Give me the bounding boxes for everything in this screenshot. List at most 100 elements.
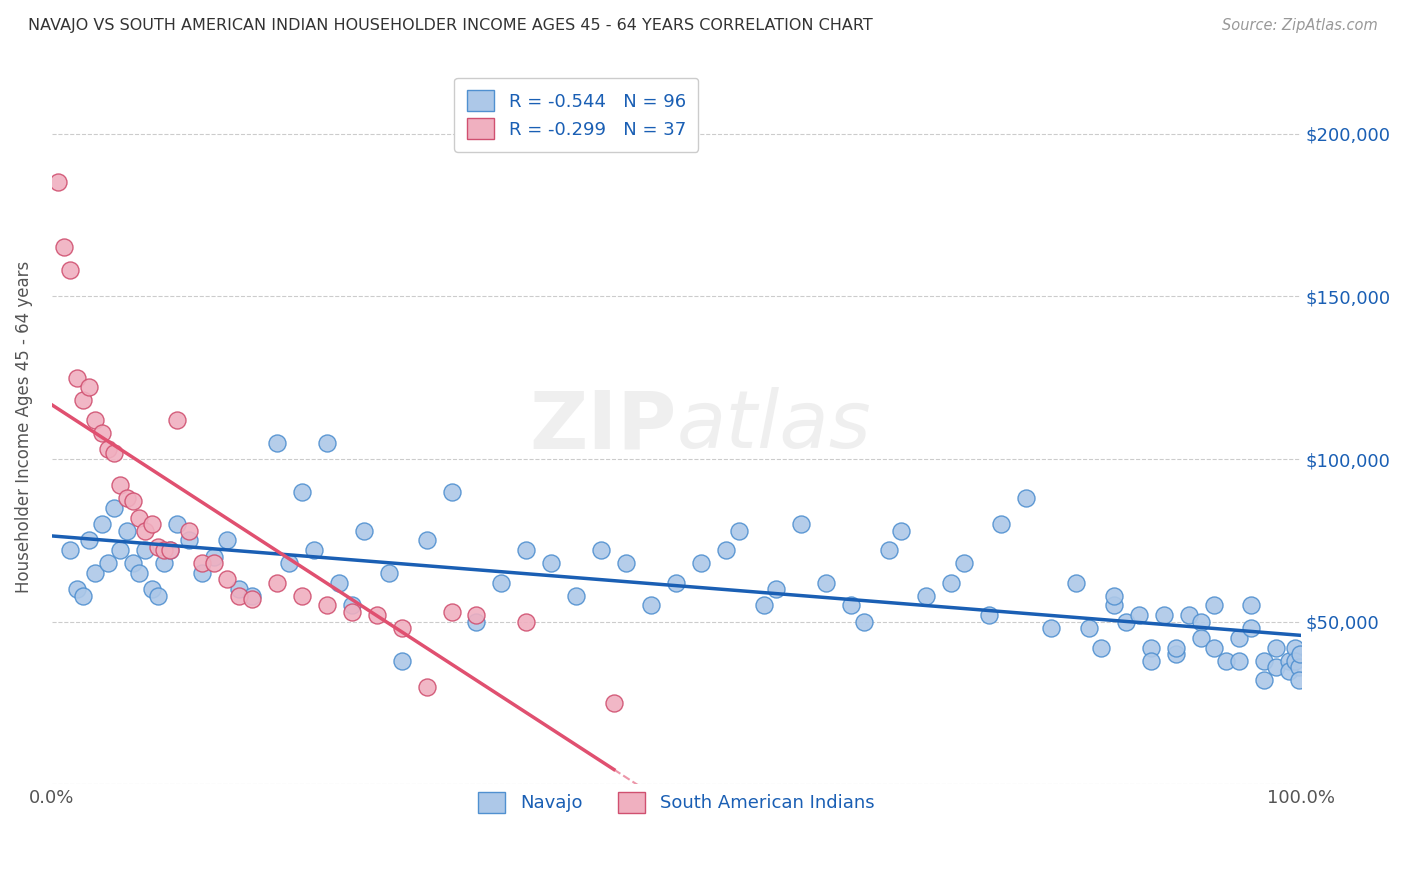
Point [1277,654,1299,668]
Point [765,582,787,597]
Point [941,575,963,590]
Point [952,556,974,570]
Point [228,582,250,597]
Point [128,566,150,580]
Point [340,599,363,613]
Point [1202,640,1225,655]
Text: ZIP: ZIP [529,387,676,466]
Point [415,533,437,548]
Point [1240,621,1263,635]
Point [1153,608,1175,623]
Point [291,589,314,603]
Point [1277,664,1299,678]
Point [1284,654,1306,668]
Point [353,524,375,538]
Point [240,591,263,606]
Point [146,589,169,603]
Point [915,589,938,603]
Point [1128,608,1150,623]
Point [72,393,94,408]
Point [66,370,89,384]
Point [752,599,775,613]
Point [990,517,1012,532]
Point [240,589,263,603]
Point [97,442,120,457]
Point [1077,621,1099,635]
Text: atlas: atlas [676,387,872,466]
Point [90,517,112,532]
Point [166,517,188,532]
Point [90,425,112,440]
Point [134,543,156,558]
Y-axis label: Householder Income Ages 45 - 64 years: Householder Income Ages 45 - 64 years [15,260,32,592]
Point [640,599,662,613]
Point [291,484,314,499]
Point [266,575,288,590]
Point [1215,654,1237,668]
Legend: Navajo, South American Indians: Navajo, South American Indians [465,780,887,825]
Point [190,566,212,580]
Point [1227,654,1250,668]
Point [103,500,125,515]
Point [146,540,169,554]
Point [115,491,138,505]
Point [1140,654,1163,668]
Point [97,556,120,570]
Point [1227,631,1250,645]
Point [565,589,588,603]
Point [790,517,813,532]
Point [278,556,301,570]
Point [215,533,238,548]
Point [66,582,89,597]
Point [153,543,176,558]
Point [1015,491,1038,505]
Point [852,615,875,629]
Point [179,524,201,538]
Point [440,605,463,619]
Point [110,543,132,558]
Point [340,605,363,619]
Point [84,566,107,580]
Point [1253,654,1275,668]
Point [141,582,163,597]
Point [1115,615,1137,629]
Point [665,575,688,590]
Point [215,573,238,587]
Point [491,575,513,590]
Point [202,556,225,570]
Point [603,696,626,710]
Point [328,575,350,590]
Point [1140,640,1163,655]
Point [716,543,738,558]
Point [159,543,181,558]
Point [84,413,107,427]
Point [540,556,562,570]
Point [122,556,145,570]
Point [72,589,94,603]
Point [515,543,537,558]
Point [465,615,488,629]
Point [391,654,413,668]
Point [1202,599,1225,613]
Point [839,599,862,613]
Point [159,543,181,558]
Point [1164,647,1187,661]
Point [315,435,337,450]
Point [202,549,225,564]
Point [179,533,201,548]
Point [1288,647,1310,661]
Point [391,621,413,635]
Point [1265,660,1288,674]
Point [134,524,156,538]
Point [302,543,325,558]
Point [153,556,176,570]
Point [1164,640,1187,655]
Point [1064,575,1087,590]
Point [315,599,337,613]
Text: Source: ZipAtlas.com: Source: ZipAtlas.com [1222,18,1378,33]
Point [1090,640,1112,655]
Point [440,484,463,499]
Point [190,556,212,570]
Point [1284,640,1306,655]
Text: NAVAJO VS SOUTH AMERICAN INDIAN HOUSEHOLDER INCOME AGES 45 - 64 YEARS CORRELATIO: NAVAJO VS SOUTH AMERICAN INDIAN HOUSEHOL… [28,18,873,33]
